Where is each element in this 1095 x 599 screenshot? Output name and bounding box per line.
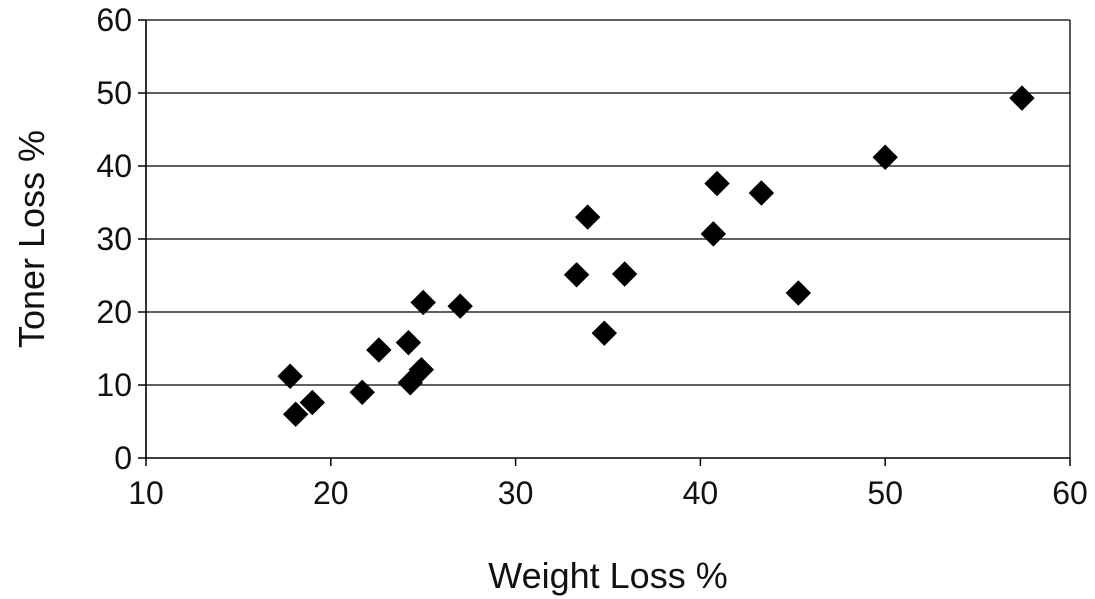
data-point xyxy=(704,170,730,197)
data-point xyxy=(282,401,309,427)
data-point xyxy=(611,261,638,287)
data-point xyxy=(785,280,812,306)
data-point xyxy=(748,180,775,206)
data-point xyxy=(349,379,375,406)
data-point xyxy=(563,262,590,288)
y-tick-label: 20 xyxy=(96,294,132,330)
y-tick-label: 60 xyxy=(96,2,132,38)
data-point xyxy=(277,363,303,389)
y-tick-label: 10 xyxy=(96,367,132,403)
x-tick-label: 40 xyxy=(683,475,719,511)
gridlines xyxy=(146,19,1070,386)
data-point xyxy=(447,293,473,319)
y-tick-label: 30 xyxy=(96,221,132,257)
y-tick-label: 0 xyxy=(114,440,132,476)
x-tick-label: 10 xyxy=(128,475,164,511)
data-point xyxy=(299,389,326,416)
data-point xyxy=(1009,85,1035,111)
data-point xyxy=(408,356,435,383)
data-point xyxy=(410,289,436,316)
y-tick-label: 50 xyxy=(96,75,132,111)
data-point xyxy=(591,320,618,346)
data-point xyxy=(395,329,422,356)
data-point xyxy=(700,221,727,247)
x-axis-title: Weight Loss % xyxy=(488,555,727,596)
x-tick-label: 30 xyxy=(498,475,534,511)
data-points xyxy=(277,85,1035,427)
y-axis-title: Toner Loss % xyxy=(11,130,52,348)
x-tick-label: 60 xyxy=(1052,475,1088,511)
x-tick-label: 20 xyxy=(313,475,349,511)
x-tick-label: 50 xyxy=(867,475,903,511)
data-point xyxy=(574,204,601,230)
data-point xyxy=(872,144,898,170)
data-point xyxy=(366,337,392,363)
y-tick-label: 40 xyxy=(96,148,132,184)
axes xyxy=(138,19,1071,466)
